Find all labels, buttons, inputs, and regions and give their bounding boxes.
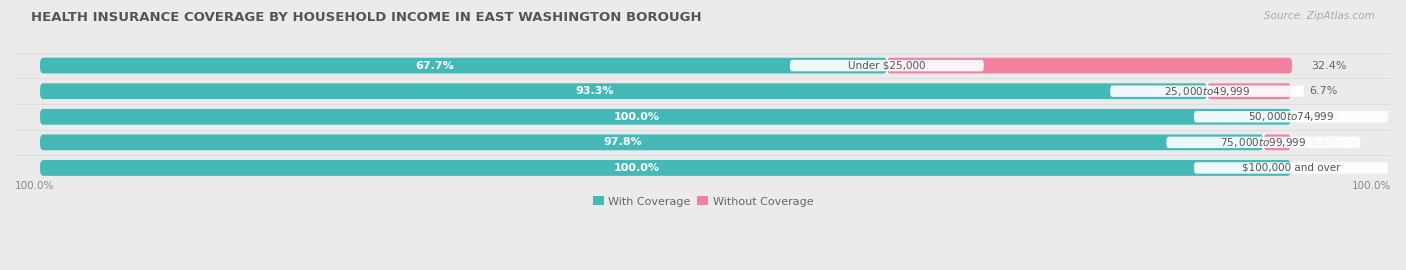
Text: 100.0%: 100.0% (15, 181, 55, 191)
FancyBboxPatch shape (1194, 162, 1388, 174)
Text: $100,000 and over: $100,000 and over (1241, 163, 1340, 173)
FancyBboxPatch shape (1111, 86, 1303, 97)
FancyBboxPatch shape (790, 60, 984, 71)
Text: 100.0%: 100.0% (1351, 181, 1391, 191)
Text: Under $25,000: Under $25,000 (848, 60, 925, 70)
FancyBboxPatch shape (39, 134, 1264, 150)
FancyBboxPatch shape (887, 58, 1292, 73)
FancyBboxPatch shape (1167, 137, 1361, 148)
Text: 100.0%: 100.0% (613, 112, 659, 122)
FancyBboxPatch shape (39, 109, 1291, 125)
FancyBboxPatch shape (39, 160, 1291, 176)
Legend: With Coverage, Without Coverage: With Coverage, Without Coverage (588, 192, 818, 211)
FancyBboxPatch shape (1194, 111, 1388, 123)
FancyBboxPatch shape (39, 83, 1291, 99)
FancyBboxPatch shape (1264, 134, 1291, 150)
FancyBboxPatch shape (39, 58, 1291, 73)
Text: 0.0%: 0.0% (1310, 163, 1339, 173)
Text: $25,000 to $49,999: $25,000 to $49,999 (1164, 85, 1250, 98)
Text: 100.0%: 100.0% (613, 163, 659, 173)
Text: 67.7%: 67.7% (415, 60, 454, 70)
Text: 2.2%: 2.2% (1310, 137, 1339, 147)
FancyBboxPatch shape (39, 134, 1291, 150)
Text: $75,000 to $99,999: $75,000 to $99,999 (1220, 136, 1306, 149)
Text: HEALTH INSURANCE COVERAGE BY HOUSEHOLD INCOME IN EAST WASHINGTON BOROUGH: HEALTH INSURANCE COVERAGE BY HOUSEHOLD I… (31, 11, 702, 24)
FancyBboxPatch shape (39, 160, 1291, 176)
Text: Source: ZipAtlas.com: Source: ZipAtlas.com (1264, 11, 1375, 21)
Text: $50,000 to $74,999: $50,000 to $74,999 (1247, 110, 1334, 123)
Text: 93.3%: 93.3% (575, 86, 614, 96)
Text: 6.7%: 6.7% (1310, 86, 1339, 96)
FancyBboxPatch shape (39, 58, 887, 73)
FancyBboxPatch shape (1208, 83, 1291, 99)
Text: 0.0%: 0.0% (1310, 112, 1339, 122)
FancyBboxPatch shape (39, 109, 1291, 125)
FancyBboxPatch shape (39, 83, 1208, 99)
Text: 97.8%: 97.8% (603, 137, 643, 147)
Text: 32.4%: 32.4% (1310, 60, 1347, 70)
